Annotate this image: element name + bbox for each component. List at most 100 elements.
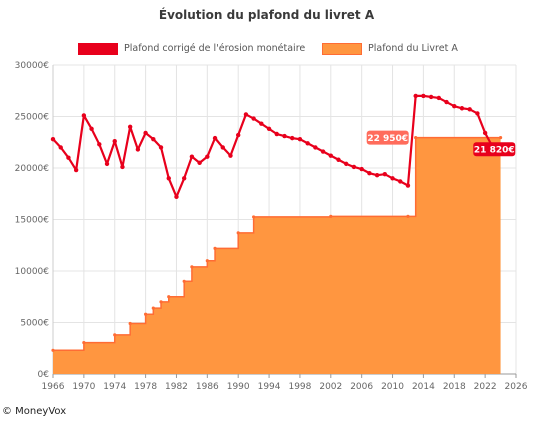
eroded-point bbox=[344, 161, 349, 167]
ceiling-point bbox=[329, 214, 333, 219]
chart-plot: 0€ 5000€ 10000€ 15000€ 20000€ 25000€ 30000€ 196… bbox=[15, 61, 528, 392]
ceiling-point bbox=[51, 348, 55, 352]
data-label-eroded-bg bbox=[473, 142, 516, 157]
data-label-eroded: 21 820€ bbox=[474, 145, 515, 155]
x-tick-label: 2018 bbox=[443, 382, 466, 392]
eroded-point bbox=[274, 131, 279, 137]
eroded-point bbox=[151, 136, 156, 142]
ceiling-area bbox=[53, 137, 501, 374]
x-tick-label: 1966 bbox=[42, 382, 65, 392]
ceiling-point bbox=[151, 306, 155, 310]
x-tick-label: 2026 bbox=[505, 382, 528, 392]
eroded-point bbox=[428, 94, 434, 100]
eroded-point bbox=[158, 145, 164, 150]
eroded-point bbox=[297, 136, 303, 142]
eroded-point bbox=[50, 136, 56, 142]
eroded-point bbox=[197, 160, 202, 166]
ceiling-point bbox=[190, 265, 194, 269]
eroded-point bbox=[452, 104, 457, 109]
data-label-ceiling-bg bbox=[366, 130, 409, 145]
eroded-point bbox=[436, 95, 442, 101]
x-tick-label: 1990 bbox=[227, 382, 250, 392]
eroded-point bbox=[459, 106, 465, 111]
eroded-point bbox=[320, 149, 326, 154]
ceiling-point bbox=[406, 214, 410, 219]
x-tick-label: 1986 bbox=[196, 382, 219, 392]
eroded-point bbox=[228, 153, 233, 158]
ceiling-point bbox=[182, 279, 186, 283]
eroded-point bbox=[444, 99, 449, 105]
eroded-point bbox=[421, 93, 426, 99]
ceiling-point bbox=[498, 136, 503, 140]
eroded-point bbox=[120, 164, 125, 170]
eroded-point bbox=[336, 157, 341, 162]
x-tick-label: 1970 bbox=[72, 382, 95, 392]
data-label-ceiling: 22 950€ bbox=[367, 134, 408, 144]
eroded-point bbox=[243, 112, 249, 117]
eroded-point bbox=[143, 130, 148, 136]
eroded-point bbox=[467, 107, 472, 112]
ceiling-point bbox=[236, 231, 240, 235]
eroded-point bbox=[135, 147, 141, 152]
eroded-point bbox=[382, 171, 388, 177]
eroded-point bbox=[174, 194, 179, 200]
ceiling-point bbox=[252, 215, 256, 219]
ceiling-point bbox=[144, 312, 148, 316]
legend-swatch-ceiling bbox=[322, 43, 362, 55]
eroded-point bbox=[58, 145, 63, 150]
ceiling-point bbox=[414, 136, 418, 140]
eroded-point bbox=[112, 139, 117, 144]
eroded-point bbox=[367, 170, 372, 176]
credit-text: © MoneyVox bbox=[2, 406, 67, 417]
eroded-point bbox=[405, 183, 411, 188]
eroded-point bbox=[282, 133, 287, 139]
eroded-point bbox=[351, 164, 357, 170]
eroded-point bbox=[236, 132, 241, 138]
eroded-point bbox=[89, 126, 94, 132]
ceiling-point bbox=[213, 246, 217, 250]
ceiling-point bbox=[205, 259, 209, 263]
ceiling-point bbox=[128, 321, 132, 326]
legend-swatch-eroded bbox=[78, 43, 118, 55]
x-tick-label: 1998 bbox=[288, 382, 311, 392]
eroded-point bbox=[189, 154, 195, 159]
x-tick-label: 2010 bbox=[381, 382, 404, 392]
x-tick-label: 1994 bbox=[258, 382, 281, 392]
x-tick-label: 2022 bbox=[474, 382, 497, 392]
legend-label-eroded: Plafond corrigé de l'érosion monétaire bbox=[124, 43, 306, 54]
y-tick-label: 10000€ bbox=[15, 267, 50, 277]
x-tick-label: 1974 bbox=[103, 382, 126, 392]
eroded-point bbox=[127, 124, 133, 129]
eroded-point bbox=[374, 173, 380, 178]
x-tick-label: 1982 bbox=[165, 382, 188, 392]
eroded-point bbox=[482, 130, 488, 136]
eroded-point bbox=[166, 176, 171, 181]
eroded-point bbox=[359, 166, 364, 172]
eroded-point bbox=[475, 111, 480, 116]
ceiling-point bbox=[159, 300, 163, 304]
eroded-point bbox=[413, 93, 418, 99]
eroded-point bbox=[398, 179, 403, 184]
eroded-point bbox=[205, 154, 210, 159]
eroded-point bbox=[73, 167, 79, 173]
x-tick-label: 1978 bbox=[134, 382, 157, 392]
eroded-point bbox=[212, 135, 218, 141]
eroded-point bbox=[97, 142, 102, 147]
y-tick-label: 30000€ bbox=[15, 61, 50, 71]
eroded-point bbox=[290, 135, 295, 141]
eroded-point bbox=[313, 145, 318, 150]
eroded-point bbox=[220, 145, 225, 150]
eroded-point bbox=[328, 153, 333, 158]
x-tick-label: 2014 bbox=[412, 382, 435, 392]
eroded-point bbox=[251, 116, 256, 121]
eroded-point bbox=[104, 161, 110, 167]
eroded-point bbox=[181, 176, 187, 181]
x-tick-label: 2006 bbox=[350, 382, 373, 392]
y-tick-label: 5000€ bbox=[20, 319, 49, 329]
ceiling-point bbox=[167, 295, 171, 299]
y-tick-label: 25000€ bbox=[15, 113, 50, 123]
x-tick-label: 2002 bbox=[319, 382, 342, 392]
eroded-point bbox=[66, 155, 71, 160]
ceiling-point bbox=[82, 340, 86, 345]
chart-title: Évolution du plafond du livret A bbox=[158, 8, 375, 22]
